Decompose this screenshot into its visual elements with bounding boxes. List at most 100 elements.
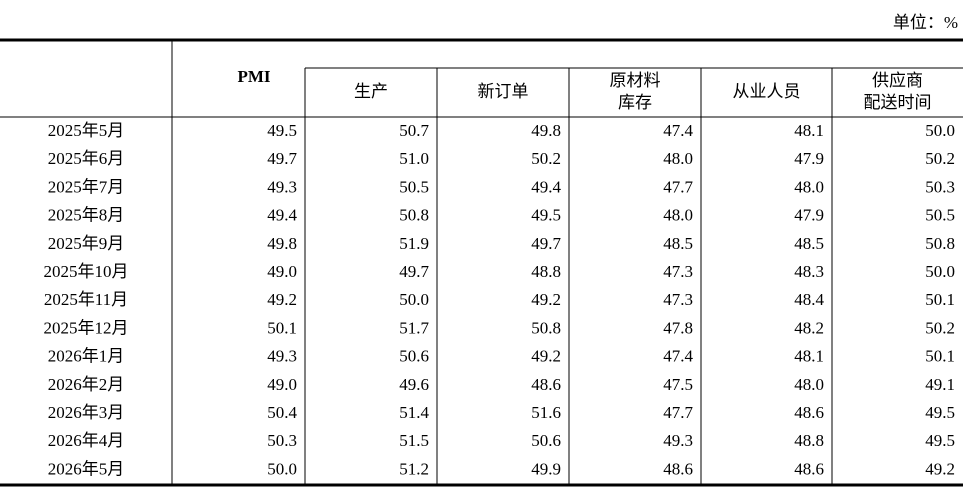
cell-value: 50.3 — [925, 177, 955, 196]
cell-value: 50.0 — [267, 459, 297, 478]
cell-value: 49.7 — [399, 262, 429, 281]
row-label: 2026年2月 — [48, 375, 125, 394]
cell-value: 49.7 — [267, 149, 297, 168]
cell-value: 50.8 — [531, 318, 561, 337]
cell-value: 51.9 — [399, 234, 429, 253]
cell-value: 47.3 — [663, 262, 693, 281]
cell-value: 49.8 — [267, 234, 297, 253]
cell-value: 50.1 — [925, 290, 955, 309]
cell-value: 50.0 — [399, 290, 429, 309]
cell-value: 50.0 — [925, 121, 955, 140]
row-label: 2025年7月 — [48, 177, 125, 196]
row-label: 2025年6月 — [48, 149, 125, 168]
cell-value: 50.2 — [531, 149, 561, 168]
cell-value: 48.2 — [794, 318, 824, 337]
cell-value: 51.2 — [399, 459, 429, 478]
cell-value: 48.5 — [794, 234, 824, 253]
cell-value: 48.8 — [794, 431, 824, 450]
cell-value: 50.2 — [925, 318, 955, 337]
cell-value: 49.8 — [531, 121, 561, 140]
cell-value: 48.0 — [794, 375, 824, 394]
cell-value: 48.6 — [531, 375, 561, 394]
cell-value: 50.5 — [399, 177, 429, 196]
cell-value: 48.8 — [531, 262, 561, 281]
column-header: 生产 — [354, 82, 388, 101]
cell-value: 50.6 — [399, 347, 429, 366]
cell-value: 49.3 — [663, 431, 693, 450]
column-header: 供应商 — [872, 71, 923, 90]
cell-value: 50.1 — [925, 347, 955, 366]
cell-value: 48.0 — [663, 206, 693, 225]
cell-value: 48.1 — [794, 347, 824, 366]
cell-value: 47.4 — [663, 347, 693, 366]
cell-value: 49.6 — [399, 375, 429, 394]
cell-value: 48.0 — [794, 177, 824, 196]
cell-value: 49.4 — [531, 177, 561, 196]
cell-value: 49.5 — [267, 121, 297, 140]
column-header: 新订单 — [478, 82, 529, 101]
cell-value: 49.3 — [267, 177, 297, 196]
cell-value: 48.1 — [794, 121, 824, 140]
cell-value: 49.4 — [267, 206, 297, 225]
cell-value: 50.4 — [267, 403, 297, 422]
cell-value: 51.7 — [399, 318, 429, 337]
cell-value: 47.9 — [794, 149, 824, 168]
cell-value: 47.5 — [663, 375, 693, 394]
cell-value: 50.8 — [399, 206, 429, 225]
pmi-header: PMI — [237, 67, 270, 86]
cell-value: 47.7 — [663, 403, 693, 422]
cell-value: 49.2 — [531, 290, 561, 309]
cell-value: 48.4 — [794, 290, 824, 309]
cell-value: 50.2 — [925, 149, 955, 168]
cell-value: 50.5 — [925, 206, 955, 225]
cell-value: 50.7 — [399, 121, 429, 140]
row-label: 2026年3月 — [48, 403, 125, 422]
column-header: 配送时间 — [864, 93, 932, 112]
cell-value: 47.8 — [663, 318, 693, 337]
cell-value: 49.2 — [925, 459, 955, 478]
row-label: 2025年12月 — [44, 318, 129, 337]
cell-value: 49.5 — [531, 206, 561, 225]
cell-value: 49.5 — [925, 403, 955, 422]
cell-value: 47.3 — [663, 290, 693, 309]
column-header: 从业人员 — [733, 82, 801, 101]
cell-value: 49.2 — [531, 347, 561, 366]
cell-value: 48.6 — [663, 459, 693, 478]
cell-value: 48.0 — [663, 149, 693, 168]
column-header: 原材料 — [610, 71, 661, 90]
row-label: 2025年10月 — [44, 262, 129, 281]
unit-label: 单位：% — [893, 13, 958, 32]
cell-value: 49.0 — [267, 262, 297, 281]
cell-value: 48.6 — [794, 403, 824, 422]
cell-value: 49.5 — [925, 431, 955, 450]
row-label: 2026年5月 — [48, 459, 125, 478]
cell-value: 50.0 — [925, 262, 955, 281]
row-label: 2026年4月 — [48, 431, 125, 450]
cell-value: 49.0 — [267, 375, 297, 394]
cell-value: 50.1 — [267, 318, 297, 337]
cell-value: 50.3 — [267, 431, 297, 450]
cell-value: 49.7 — [531, 234, 561, 253]
row-label: 2026年1月 — [48, 347, 125, 366]
cell-value: 47.7 — [663, 177, 693, 196]
cell-value: 47.9 — [794, 206, 824, 225]
cell-value: 49.2 — [267, 290, 297, 309]
cell-value: 50.6 — [531, 431, 561, 450]
cell-value: 47.4 — [663, 121, 693, 140]
row-label: 2025年11月 — [44, 290, 128, 309]
row-label: 2025年8月 — [48, 206, 125, 225]
cell-value: 48.3 — [794, 262, 824, 281]
cell-value: 51.4 — [399, 403, 429, 422]
cell-value: 49.1 — [925, 375, 955, 394]
cell-value: 51.0 — [399, 149, 429, 168]
cell-value: 48.6 — [794, 459, 824, 478]
cell-value: 48.5 — [663, 234, 693, 253]
row-label: 2025年9月 — [48, 234, 125, 253]
cell-value: 51.5 — [399, 431, 429, 450]
cell-value: 49.3 — [267, 347, 297, 366]
cell-value: 49.9 — [531, 459, 561, 478]
cell-value: 51.6 — [531, 403, 561, 422]
row-label: 2025年5月 — [48, 121, 125, 140]
cell-value: 50.8 — [925, 234, 955, 253]
